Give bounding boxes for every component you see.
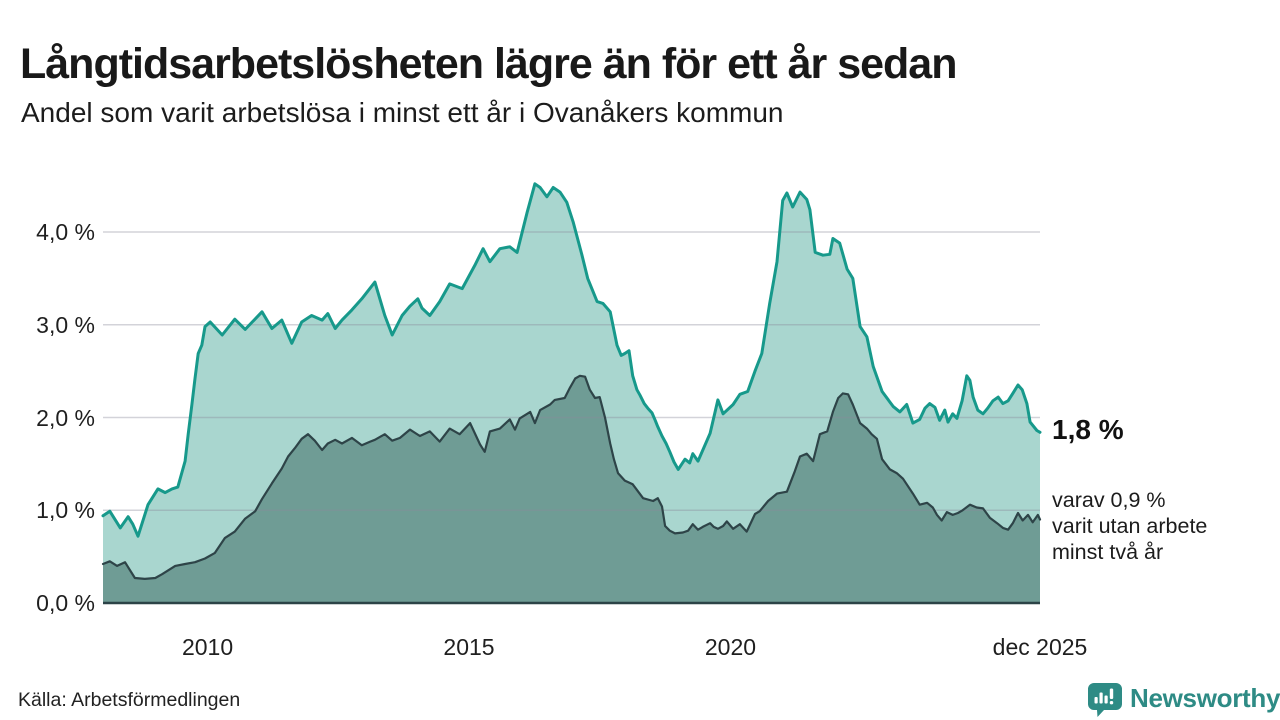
y-tick-label: 3,0 % (36, 311, 95, 338)
y-tick-label: 2,0 % (36, 404, 95, 431)
line-arbetslosa-minst-ett-ar (101, 182, 1042, 538)
secondary-annotation-line: varit utan arbete (1052, 514, 1208, 538)
x-tick-label: 2010 (181, 634, 234, 660)
y-tick-label: 0,0 % (36, 590, 95, 616)
newsworthy-logo-icon (1088, 683, 1122, 717)
y-tick-label: 4,0 % (36, 219, 95, 245)
latest-value-label: 1,8 % (1052, 414, 1124, 445)
page-subtitle: Andel som varit arbetslösa i minst ett å… (21, 97, 784, 128)
source-attribution: Källa: Arbetsförmedlingen (18, 689, 241, 711)
newsworthy-logo-text: Newsworthy (1130, 683, 1280, 713)
x-tick-label: 2015 (443, 634, 495, 660)
secondary-annotation: varav 0,9 % varit utan arbete minst två år (1052, 487, 1207, 565)
newsworthy-brand: Newsworthy (1086, 680, 1280, 718)
y-tick-label: 1,0 % (36, 497, 95, 524)
page-title: Långtidsarbetslösheten lägre än för ett … (20, 39, 957, 88)
x-axis-labels: 2010 2015 2020 dec 2025 (0, 634, 1280, 664)
secondary-annotation-line: minst två år (1052, 540, 1164, 564)
area-fill-arbetslosa-minst-tva-ar (103, 375, 1040, 603)
y-axis-labels: 0,0 % 1,0 % 2,0 % 3,0 % 4,0 % (0, 0, 100, 720)
x-tick-label: dec 2025 (992, 634, 1088, 660)
x-tick-label: 2020 (704, 634, 757, 660)
secondary-annotation-line: varav 0,9 % (1052, 488, 1166, 512)
line-arbetslosa-minst-tva-ar (101, 374, 1042, 581)
